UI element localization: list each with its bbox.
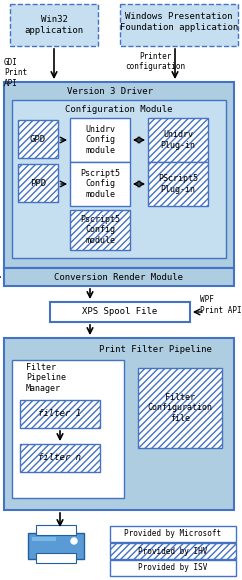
- Bar: [138, 368, 222, 448]
- Bar: [12, 360, 124, 498]
- Text: GPD: GPD: [30, 135, 46, 143]
- Bar: [18, 164, 58, 202]
- Text: Pscript5
Config
module: Pscript5 Config module: [80, 169, 120, 199]
- Text: Configuration Module: Configuration Module: [65, 106, 173, 114]
- Bar: [70, 210, 130, 250]
- Bar: [36, 553, 76, 563]
- Bar: [20, 400, 100, 428]
- Text: Print Filter Pipeline: Print Filter Pipeline: [98, 346, 212, 354]
- Text: Printer
configuration: Printer configuration: [125, 52, 185, 71]
- Bar: [28, 533, 84, 559]
- Bar: [70, 162, 130, 206]
- Text: Provided by ISV: Provided by ISV: [138, 564, 208, 572]
- Text: Pscript5
Config
module: Pscript5 Config module: [80, 215, 120, 245]
- Bar: [18, 120, 58, 158]
- Text: Provided by Microsoft: Provided by Microsoft: [124, 530, 222, 538]
- Bar: [70, 118, 130, 162]
- Text: Provided by IHV: Provided by IHV: [138, 546, 208, 556]
- Text: Filter
Configuration
file: Filter Configuration file: [148, 393, 212, 423]
- Bar: [4, 338, 234, 510]
- Text: filter n: filter n: [38, 454, 82, 462]
- Text: XPS Spool File: XPS Spool File: [82, 307, 158, 317]
- Text: Conversion Render Module: Conversion Render Module: [54, 273, 183, 281]
- Text: filter 1: filter 1: [38, 409, 82, 419]
- Bar: [50, 302, 190, 322]
- Bar: [110, 560, 236, 576]
- Text: WPF
Print API: WPF Print API: [200, 295, 242, 315]
- Text: Version 3 Driver: Version 3 Driver: [67, 88, 153, 96]
- Text: Unidrv
Config
module: Unidrv Config module: [85, 125, 115, 155]
- Bar: [120, 4, 238, 46]
- Text: Filter
Pipeline
Manager: Filter Pipeline Manager: [26, 363, 66, 393]
- Bar: [10, 4, 98, 46]
- Bar: [148, 162, 208, 206]
- Bar: [32, 537, 56, 541]
- Text: Windows Presentation
Foundation application: Windows Presentation Foundation applicat…: [120, 12, 238, 32]
- Bar: [110, 526, 236, 542]
- Text: Unidrv
Plug-in: Unidrv Plug-in: [160, 130, 196, 150]
- Text: Win32
application: Win32 application: [24, 15, 83, 35]
- Bar: [4, 268, 234, 286]
- Bar: [4, 82, 234, 268]
- Text: PPD: PPD: [30, 179, 46, 187]
- Bar: [12, 100, 226, 258]
- Text: GDI
Print
API: GDI Print API: [4, 58, 27, 88]
- Circle shape: [71, 538, 77, 544]
- Bar: [20, 444, 100, 472]
- Bar: [36, 525, 76, 535]
- Bar: [148, 118, 208, 162]
- Text: PScript5
Plug-in: PScript5 Plug-in: [158, 175, 198, 194]
- Bar: [110, 543, 236, 559]
